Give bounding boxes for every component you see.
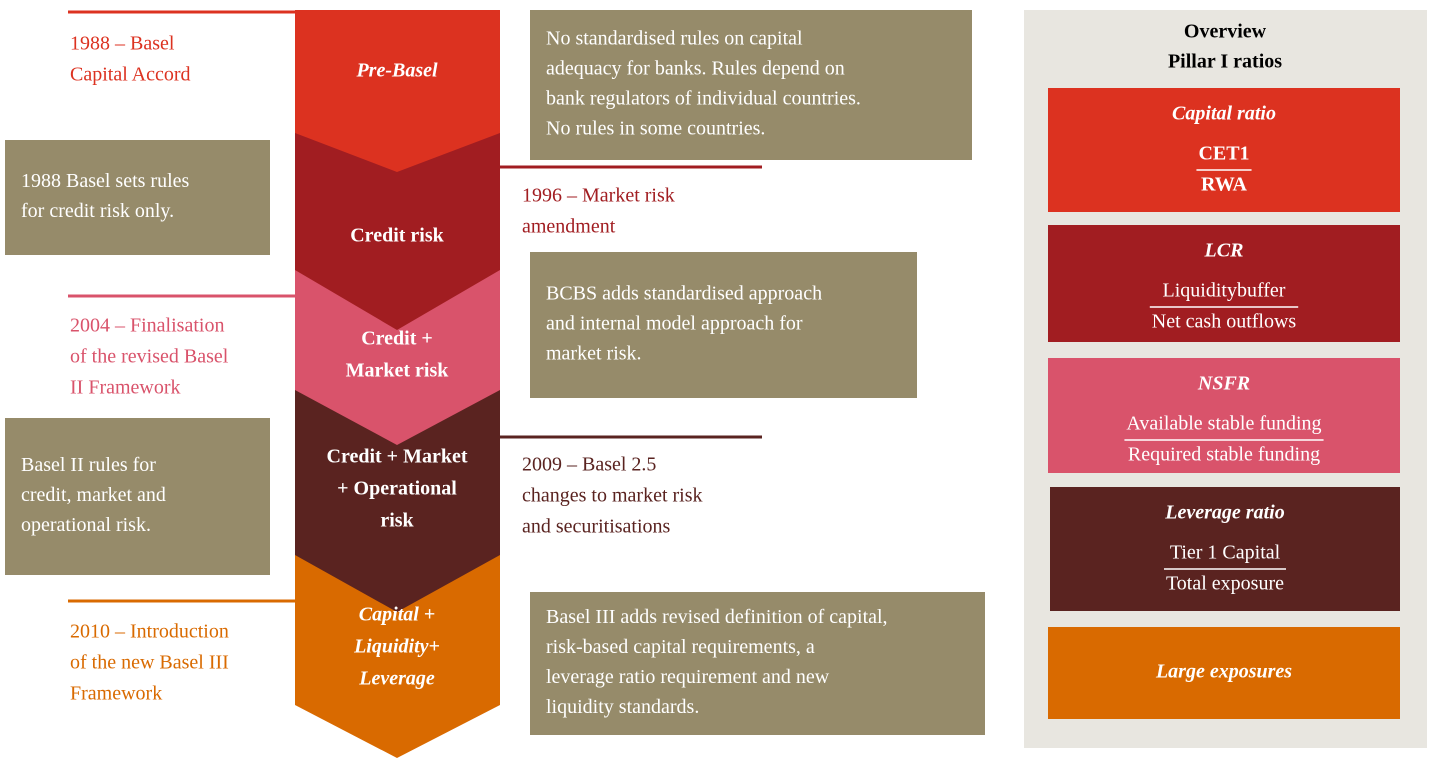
description-box <box>530 592 985 735</box>
milestone-text: 2010 – Introduction <box>70 621 229 643</box>
description-box <box>530 10 972 160</box>
milestone-text: and securitisations <box>522 516 671 538</box>
stage-label: Pre-Basel <box>355 60 438 82</box>
ratio-box <box>1048 627 1400 719</box>
description-text: credit, market and <box>21 484 166 506</box>
description-text: adequacy for banks. Rules depend on <box>546 58 845 80</box>
stage-label: Credit + Market <box>327 446 468 468</box>
ratio-numerator: Available stable funding <box>1126 413 1321 435</box>
milestone-text: 1988 – Basel <box>70 33 175 55</box>
stage-chevron <box>295 270 500 445</box>
description-text: Basel III adds revised definition of cap… <box>546 606 888 628</box>
milestone-text: 1996 – Market risk <box>522 185 675 207</box>
ratio-denominator: Net cash outflows <box>1152 311 1297 333</box>
ratio-box <box>1048 358 1400 473</box>
stage-label: risk <box>380 510 414 532</box>
ratio-box <box>1048 88 1400 212</box>
description-text: BCBS adds standardised approach <box>546 283 822 305</box>
stage-chevron <box>295 555 500 758</box>
ratio-name: LCR <box>1204 240 1244 262</box>
description-text: market risk. <box>546 343 642 365</box>
ratio-numerator: Tier 1 Capital <box>1170 542 1281 564</box>
ratio-box <box>1050 487 1400 611</box>
milestone-text: of the revised Basel <box>70 346 229 368</box>
stage-label: Leverage <box>358 668 435 690</box>
milestone-text: changes to market risk <box>522 485 703 507</box>
ratio-numerator: CET1 <box>1198 143 1249 165</box>
description-text: and internal model approach for <box>546 313 803 335</box>
milestone-text: Framework <box>70 683 162 705</box>
ratio-denominator: Required stable funding <box>1128 444 1320 466</box>
description-text: for credit risk only. <box>21 200 174 222</box>
milestone-text: 2004 – Finalisation <box>70 315 224 337</box>
description-text: No standardised rules on capital <box>546 28 803 50</box>
stage-label: + Operational <box>337 478 457 500</box>
description-text: Basel II rules for <box>21 454 156 476</box>
stage-chevron <box>295 10 500 172</box>
ratio-box <box>1048 225 1400 342</box>
ratio-denominator: Total exposure <box>1166 573 1284 595</box>
ratio-name: Large exposures <box>1155 661 1292 683</box>
description-text: 1988 Basel sets rules <box>21 170 190 192</box>
milestone-text: II Framework <box>70 377 181 399</box>
milestone-text: amendment <box>522 216 616 238</box>
stage-label: Liquidity+ <box>353 636 440 658</box>
stage-chevron <box>295 390 500 612</box>
overview-title: Pillar I ratios <box>1168 51 1282 73</box>
description-text: No rules in some countries. <box>546 118 765 140</box>
ratio-denominator: RWA <box>1201 174 1248 196</box>
milestone-text: of the new Basel III <box>70 652 229 674</box>
ratio-name: NSFR <box>1197 373 1250 395</box>
stage-label: Market risk <box>346 360 450 382</box>
milestone-text: 2009 – Basel 2.5 <box>522 454 656 476</box>
description-text: bank regulators of individual countries. <box>546 88 861 110</box>
description-text: liquidity standards. <box>546 696 699 718</box>
milestone-text: Capital Accord <box>70 64 191 86</box>
description-text: risk-based capital requirements, a <box>546 636 815 658</box>
ratio-name: Leverage ratio <box>1164 502 1284 524</box>
stage-chevron <box>295 133 500 330</box>
description-box <box>5 140 270 255</box>
stage-label: Credit + <box>361 328 433 350</box>
stage-label: Credit risk <box>350 225 444 247</box>
overview-title: Overview <box>1184 21 1267 43</box>
ratio-name: Capital ratio <box>1172 103 1276 125</box>
ratio-numerator: Liquiditybuffer <box>1163 280 1286 302</box>
description-text: operational risk. <box>21 514 151 536</box>
stage-label: Capital + <box>359 604 435 626</box>
description-box <box>530 252 917 398</box>
description-text: leverage ratio requirement and new <box>546 666 830 688</box>
description-box <box>5 418 270 575</box>
